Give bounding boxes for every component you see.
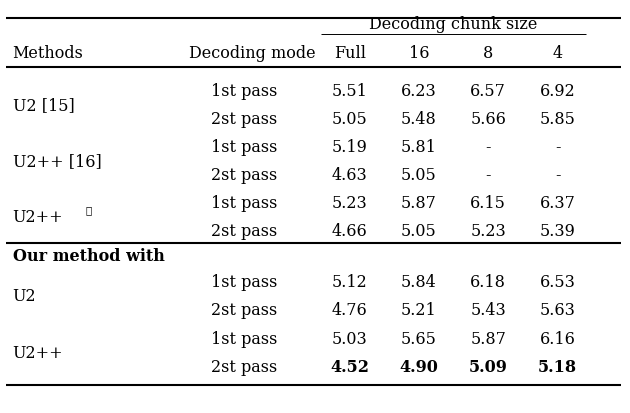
Text: 8: 8 <box>483 45 493 62</box>
Text: -: - <box>555 166 560 184</box>
Text: 6.57: 6.57 <box>471 82 506 100</box>
Text: 5.85: 5.85 <box>540 110 575 128</box>
Text: 6.23: 6.23 <box>401 82 437 100</box>
Text: U2++: U2++ <box>13 344 63 361</box>
Text: 4.63: 4.63 <box>332 166 367 184</box>
Text: Figure 2 ...: Figure 2 ... <box>284 1 346 11</box>
Text: 5.23: 5.23 <box>471 223 506 240</box>
Text: Our method with: Our method with <box>13 247 164 264</box>
Text: 1st pass: 1st pass <box>211 82 277 100</box>
Text: 4.90: 4.90 <box>399 358 438 375</box>
Text: ★: ★ <box>85 205 91 214</box>
Text: 6.15: 6.15 <box>471 195 506 212</box>
Text: 4.52: 4.52 <box>330 358 369 375</box>
Text: 5.51: 5.51 <box>332 82 367 100</box>
Text: 2st pass: 2st pass <box>211 166 277 184</box>
Text: 5.66: 5.66 <box>471 110 506 128</box>
Text: 5.48: 5.48 <box>401 110 437 128</box>
Text: 5.19: 5.19 <box>332 138 367 156</box>
Text: 4.66: 4.66 <box>332 223 367 240</box>
Text: 6.53: 6.53 <box>540 273 575 291</box>
Text: Decoding mode: Decoding mode <box>189 45 316 62</box>
Text: 5.05: 5.05 <box>332 110 367 128</box>
Text: 5.87: 5.87 <box>471 330 506 347</box>
Text: 5.43: 5.43 <box>471 301 506 319</box>
Text: Methods: Methods <box>13 45 83 62</box>
Text: 6.18: 6.18 <box>471 273 506 291</box>
Text: 5.05: 5.05 <box>401 223 437 240</box>
Text: 4.76: 4.76 <box>332 301 367 319</box>
Text: 6.92: 6.92 <box>540 82 575 100</box>
Text: 16: 16 <box>409 45 429 62</box>
Text: 2st pass: 2st pass <box>211 110 277 128</box>
Text: Full: Full <box>334 45 365 62</box>
Text: 1st pass: 1st pass <box>211 138 277 156</box>
Text: U2 [15]: U2 [15] <box>13 96 74 114</box>
Text: 5.03: 5.03 <box>332 330 367 347</box>
Text: U2++: U2++ <box>13 209 63 226</box>
Text: 5.21: 5.21 <box>401 301 437 319</box>
Text: 5.23: 5.23 <box>332 195 367 212</box>
Text: 2st pass: 2st pass <box>211 301 277 319</box>
Text: Decoding chunk size: Decoding chunk size <box>369 16 538 33</box>
Text: 6.16: 6.16 <box>540 330 575 347</box>
Text: 2st pass: 2st pass <box>211 358 277 375</box>
Text: -: - <box>486 138 491 156</box>
Text: 1st pass: 1st pass <box>211 195 277 212</box>
Text: 6.37: 6.37 <box>540 195 575 212</box>
Text: 4: 4 <box>553 45 563 62</box>
Text: 5.09: 5.09 <box>469 358 508 375</box>
Text: -: - <box>555 138 560 156</box>
Text: 5.65: 5.65 <box>401 330 437 347</box>
Text: 5.81: 5.81 <box>401 138 437 156</box>
Text: 5.87: 5.87 <box>401 195 437 212</box>
Text: 5.12: 5.12 <box>332 273 367 291</box>
Text: 5.39: 5.39 <box>540 223 575 240</box>
Text: 1st pass: 1st pass <box>211 330 277 347</box>
Text: -: - <box>486 166 491 184</box>
Text: U2: U2 <box>13 287 37 305</box>
Text: 5.18: 5.18 <box>538 358 577 375</box>
Text: 5.63: 5.63 <box>540 301 575 319</box>
Text: 5.05: 5.05 <box>401 166 437 184</box>
Text: 1st pass: 1st pass <box>211 273 277 291</box>
Text: U2++ [16]: U2++ [16] <box>13 152 101 170</box>
Text: 2st pass: 2st pass <box>211 223 277 240</box>
Text: 5.84: 5.84 <box>401 273 437 291</box>
